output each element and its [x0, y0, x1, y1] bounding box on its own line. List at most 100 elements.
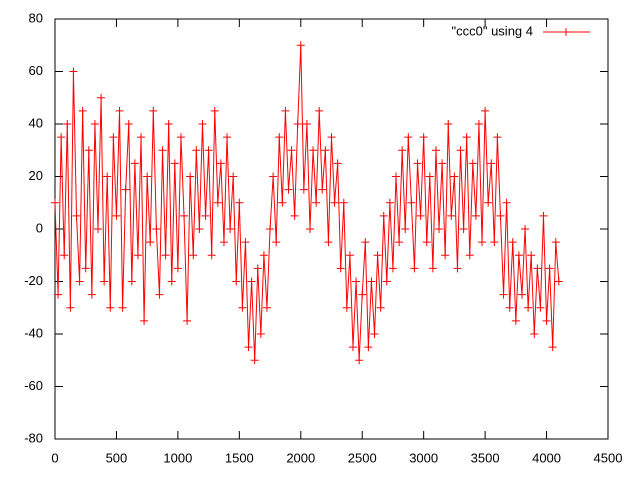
data-point — [327, 133, 336, 142]
data-point — [149, 106, 158, 115]
data-point — [232, 277, 241, 286]
y-tick-label: -20 — [24, 273, 43, 288]
data-point — [219, 238, 228, 247]
data-point — [299, 185, 308, 194]
y-tick-label: -40 — [24, 325, 43, 340]
data-point — [398, 146, 407, 155]
data-point — [395, 238, 404, 247]
data-point — [256, 330, 265, 338]
data-point — [438, 159, 447, 168]
data-point — [130, 159, 139, 168]
data-point — [173, 264, 182, 273]
data-point — [410, 264, 419, 273]
data-point — [315, 106, 324, 115]
data-point — [186, 172, 195, 181]
data-point — [471, 211, 480, 220]
data-point — [536, 303, 545, 312]
data-point — [201, 211, 210, 220]
y-tick-label: 20 — [29, 168, 43, 183]
y-tick-label: 40 — [29, 115, 43, 130]
data-point — [435, 225, 444, 233]
data-point — [468, 159, 477, 168]
data-point — [444, 120, 453, 128]
data-point — [180, 211, 189, 220]
data-point — [66, 303, 75, 312]
data-point — [499, 290, 508, 299]
data-point — [161, 251, 170, 260]
data-point — [441, 251, 450, 260]
data-point — [183, 316, 192, 325]
data-point — [198, 120, 207, 128]
data-point — [416, 211, 425, 220]
data-point — [401, 225, 410, 233]
data-point — [140, 316, 149, 325]
data-point — [447, 211, 456, 220]
data-point — [521, 225, 530, 233]
y-tick-label: 60 — [29, 63, 43, 78]
data-point — [152, 225, 161, 233]
data-point — [78, 106, 87, 115]
data-point — [407, 198, 416, 207]
data-point — [204, 146, 213, 155]
data-point — [290, 211, 299, 220]
data-point — [324, 238, 333, 247]
data-point — [490, 238, 499, 247]
x-tick-label: 3000 — [409, 450, 438, 465]
data-point — [63, 120, 72, 128]
data-point — [404, 133, 413, 142]
legend-swatch-point — [562, 28, 570, 36]
data-point — [309, 146, 318, 155]
data-point — [336, 264, 345, 273]
data-point — [465, 251, 474, 260]
data-point — [176, 133, 185, 142]
data-point — [164, 120, 173, 128]
data-point — [75, 277, 84, 286]
data-point — [517, 290, 526, 299]
data-point — [349, 343, 358, 352]
data-point — [235, 198, 244, 207]
data-point — [247, 277, 256, 286]
x-tick-label: 4500 — [594, 450, 623, 465]
data-point — [342, 303, 351, 312]
data-point — [90, 120, 99, 128]
data-point — [158, 146, 167, 155]
data-point — [484, 198, 493, 207]
data-point — [542, 316, 551, 325]
data-point — [539, 211, 548, 220]
data-point — [527, 251, 536, 260]
data-point — [238, 303, 247, 312]
data-point — [189, 251, 198, 260]
data-point — [481, 106, 490, 115]
data-point — [121, 185, 130, 194]
data-point — [450, 172, 459, 181]
data-point — [330, 198, 339, 207]
data-point — [514, 251, 523, 260]
y-tick-label: 0 — [36, 220, 43, 235]
data-point — [511, 316, 520, 325]
data-point — [419, 133, 428, 142]
x-tick-label: 1500 — [225, 450, 254, 465]
data-point — [533, 264, 542, 273]
x-tick-label: 4000 — [532, 450, 561, 465]
data-point — [545, 264, 554, 273]
data-point — [459, 225, 468, 233]
data-point — [554, 277, 563, 286]
data-point — [425, 172, 434, 181]
data-point — [112, 211, 121, 220]
data-point — [478, 238, 487, 247]
data-point — [293, 120, 302, 128]
data-point — [318, 185, 327, 194]
data-point — [302, 120, 311, 128]
data-point — [146, 238, 155, 247]
data-point — [115, 106, 124, 115]
data-point — [100, 277, 109, 286]
data-point — [103, 172, 112, 181]
data-point — [137, 133, 146, 142]
data-point — [57, 133, 66, 142]
data-point — [364, 343, 373, 352]
data-point — [339, 198, 348, 207]
data-point — [505, 303, 514, 312]
data-point — [431, 146, 440, 155]
data-point — [133, 251, 142, 260]
data-point — [281, 106, 290, 115]
